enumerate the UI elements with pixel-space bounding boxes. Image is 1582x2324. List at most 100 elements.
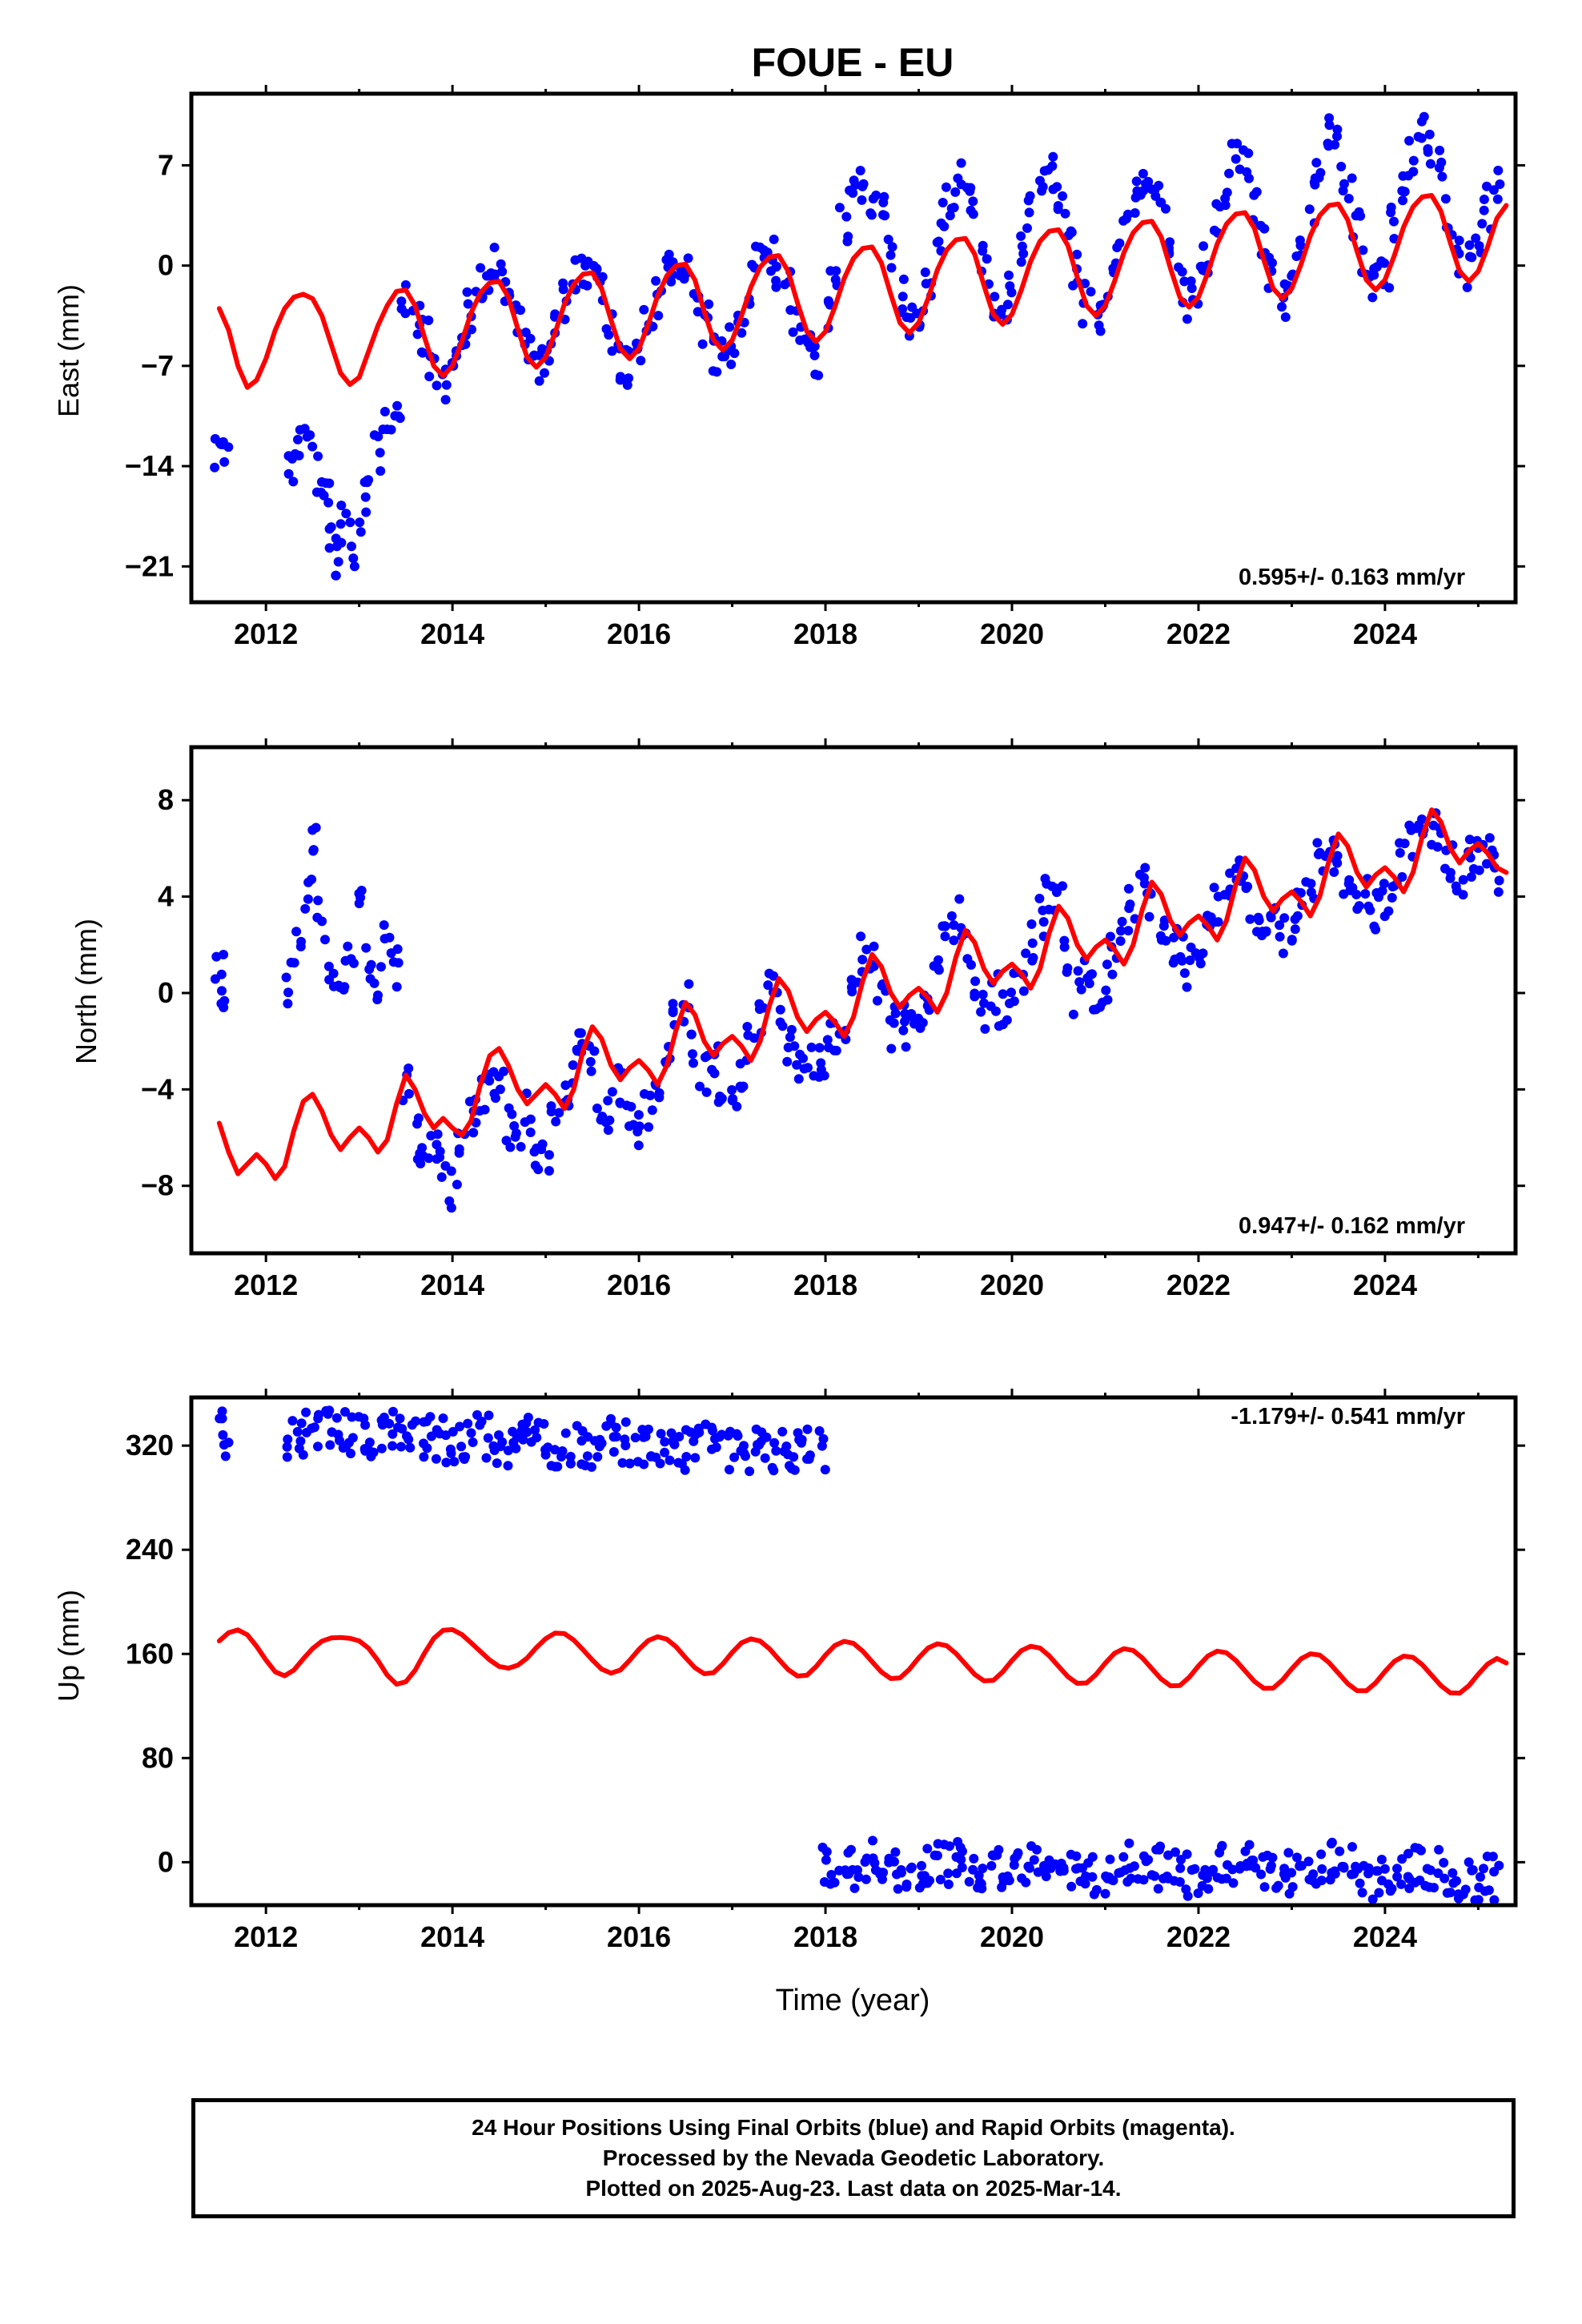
north-data-point [1074, 977, 1085, 987]
up-data-point [426, 1431, 436, 1441]
north-data-point [1377, 886, 1387, 896]
up-data-point [1392, 1872, 1403, 1882]
east-data-point [830, 275, 841, 285]
east-data-point [1154, 180, 1164, 191]
north-data-point [1107, 969, 1118, 979]
up-data-point [707, 1422, 717, 1433]
east-data-point [1060, 208, 1070, 219]
up-data-point [282, 1441, 292, 1452]
east-data-point [885, 250, 896, 260]
north-data-point [446, 1166, 456, 1176]
north-data-point [495, 1084, 505, 1095]
north-x-tick-label: 2020 [980, 1269, 1044, 1301]
east-data-point [1295, 240, 1306, 251]
up-data-point [347, 1433, 358, 1443]
up-data-point [393, 1422, 403, 1433]
north-data-point [1038, 917, 1049, 927]
north-data-point [1493, 887, 1504, 897]
east-data-point [1002, 300, 1013, 310]
north-data-point [291, 927, 302, 937]
up-data-point [1371, 1866, 1382, 1876]
north-data-point [217, 986, 227, 996]
up-data-point [1374, 1888, 1384, 1898]
up-data-point [974, 1877, 985, 1888]
east-data-point [1332, 131, 1342, 142]
up-data-point [1058, 1863, 1069, 1873]
north-data-point [525, 1114, 536, 1124]
north-data-point [404, 1088, 414, 1099]
up-data-point [750, 1446, 761, 1457]
north-data-point [576, 1028, 586, 1038]
north-data-point [785, 1032, 795, 1043]
up-data-point [896, 1865, 906, 1875]
east-data-point [1477, 219, 1488, 229]
east-data-point [1336, 162, 1347, 171]
north-data-point [668, 999, 678, 1009]
north-data-point [1068, 1009, 1078, 1019]
north-x-tick-label: 2012 [234, 1269, 298, 1301]
footer-line-2: Processed by the Nevada Geodetic Laborat… [602, 2145, 1105, 2170]
north-data-point [782, 1056, 793, 1067]
up-data-point [1479, 1864, 1488, 1874]
up-data-point [1317, 1864, 1327, 1874]
up-y-tick-label: 160 [126, 1637, 174, 1670]
north-model-line [216, 807, 1509, 1181]
up-data-point [1287, 1882, 1298, 1892]
north-data-point [1371, 924, 1381, 935]
up-data-point [1267, 1852, 1278, 1863]
up-data-point [1217, 1840, 1227, 1851]
up-data-point [821, 1847, 832, 1857]
north-data-point [1387, 882, 1398, 892]
east-data-point [1462, 282, 1472, 292]
up-data-point [1247, 1856, 1257, 1866]
east-data-point [283, 468, 294, 479]
footer-caption-box: 24 Hour Positions Using Final Orbits (bl… [191, 2098, 1516, 2218]
up-data-point [1041, 1872, 1051, 1882]
up-data-point [1124, 1838, 1134, 1848]
north-data-point [1034, 894, 1045, 903]
east-data-point [592, 263, 602, 274]
east-data-point [375, 448, 385, 458]
east-data-point [324, 543, 335, 553]
north-data-point [1225, 868, 1235, 879]
north-data-point [1312, 838, 1323, 848]
north-data-point [334, 980, 343, 991]
east-data-point [578, 279, 588, 289]
north-data-point [701, 1087, 712, 1097]
up-data-point [503, 1445, 513, 1456]
up-data-point [1283, 1848, 1294, 1858]
north-data-point [283, 987, 294, 998]
up-data-point [769, 1437, 780, 1448]
up-data-point [449, 1457, 460, 1467]
up-data-point [1413, 1844, 1423, 1854]
east-data-point [1416, 133, 1427, 143]
east-data-point [1398, 195, 1407, 206]
north-data-point [1387, 893, 1397, 903]
east-y-tick-label: −14 [125, 449, 174, 482]
up-data-point [1087, 1872, 1098, 1882]
north-data-point [1042, 879, 1052, 889]
up-data-point [468, 1437, 478, 1447]
east-data-point [400, 279, 411, 290]
east-data-point [482, 271, 492, 281]
up-x-tick-label: 2018 [793, 1920, 857, 1953]
east-data-point [1324, 113, 1335, 123]
east-data-point [1186, 283, 1197, 293]
north-data-point [1365, 905, 1375, 915]
up-data-point [978, 1864, 988, 1874]
north-data-point [1116, 926, 1126, 936]
up-data-point [1292, 1852, 1302, 1863]
up-data-point [1385, 1886, 1395, 1896]
up-ylabel: Up (mm) [52, 1590, 85, 1702]
east-y-tick-label: −7 [141, 349, 174, 382]
up-data-point [890, 1847, 901, 1857]
north-data-point [668, 1007, 678, 1018]
north-data-point [686, 1029, 697, 1039]
east-data-point [1131, 176, 1142, 187]
up-data-point [1259, 1882, 1270, 1892]
east-data-point [666, 276, 677, 287]
east-data-point [1324, 120, 1335, 131]
east-data-point [1408, 155, 1419, 166]
up-data-point [1153, 1884, 1163, 1894]
east-data-point [1035, 175, 1045, 186]
